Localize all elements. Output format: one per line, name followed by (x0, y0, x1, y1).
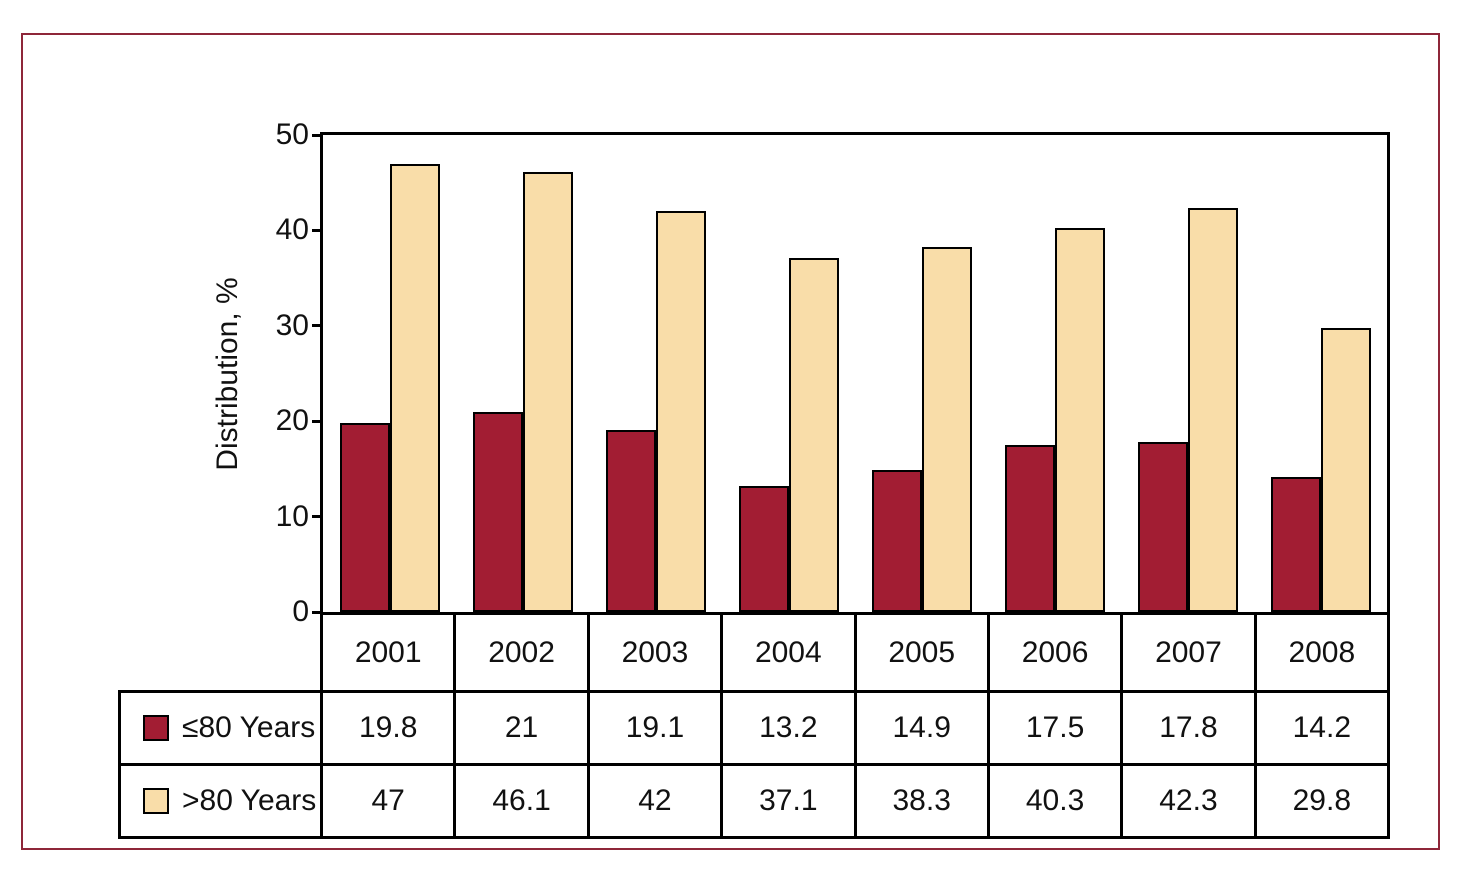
table-corner-spacer (120, 614, 322, 692)
year-cell-2005: 2005 (853, 612, 990, 693)
y-axis-tick (312, 324, 323, 328)
year-cell-2007: 2007 (1120, 612, 1257, 693)
value-cell-0-2003: 19.1 (586, 690, 724, 766)
y-axis-tick (312, 228, 323, 232)
year-cell-2002: 2002 (453, 612, 590, 693)
bar-series-0-2005 (871, 470, 922, 612)
year-cell-2004: 2004 (720, 612, 857, 693)
y-axis-tick-label: 10 (275, 499, 309, 533)
legend-label: ≤80 Years (182, 711, 316, 744)
bar-series-0-2008 (1270, 477, 1321, 612)
y-axis-tick (312, 419, 323, 423)
value-cell-1-2005: 38.3 (853, 763, 990, 839)
value-cell-0-2002: 21 (453, 690, 590, 766)
legend-cell-0: ≤80 Years (118, 690, 323, 766)
bar-series-1-2001 (389, 164, 440, 612)
bar-series-1-2002 (522, 172, 573, 612)
bar-series-1-2004 (788, 258, 839, 612)
y-axis-tick-label: 40 (275, 213, 309, 247)
y-axis-tick-label: 50 (275, 118, 309, 151)
y-axis-title: Distribution, % (211, 277, 244, 471)
bar-series-0-2003 (605, 430, 656, 612)
bar-series-1-2005 (921, 247, 972, 612)
value-cell-1-2002: 46.1 (453, 763, 590, 839)
value-cell-1-2008: 29.8 (1253, 763, 1391, 839)
y-axis-tick (312, 515, 323, 519)
value-cell-0-2004: 13.2 (720, 690, 857, 766)
value-cell-0-2007: 17.8 (1120, 690, 1257, 766)
year-cell-2006: 2006 (986, 612, 1124, 693)
legend-swatch-icon (143, 715, 169, 741)
plot-area: 0 10 20 30 40 50 (276, 120, 1390, 627)
series-row-1: >80 Years 47 46.1 42 37.1 38.3 40.3 42.3 29.8 (118, 763, 1391, 839)
y-axis-tick-label: 30 (275, 308, 309, 342)
value-cell-0-2008: 14.2 (1253, 690, 1391, 766)
bar-series-0-2002 (472, 412, 523, 612)
value-cell-0-2006: 17.5 (986, 690, 1124, 766)
year-cell-2001: 2001 (319, 612, 457, 693)
series-row-0: ≤80 Years 19.8 21 19.1 13.2 14.9 17.5 17.8 14.2 (118, 690, 1391, 766)
year-cell-2003: 2003 (586, 612, 724, 693)
bar-series-1-2008 (1320, 328, 1371, 612)
value-cell-1-2007: 42.3 (1120, 763, 1257, 839)
value-cell-1-2001: 47 (319, 763, 457, 839)
bar-series-1-2006 (1054, 228, 1105, 612)
y-axis-tick-label: 0 (292, 595, 309, 628)
legend-cell-1: >80 Years (118, 763, 323, 839)
legend-label: >80 Years (182, 784, 317, 817)
value-cell-0-2005: 14.9 (853, 690, 990, 766)
bar-series-1-2003 (655, 211, 706, 612)
y-axis-tick-label: 20 (275, 404, 309, 438)
year-cell-2008: 2008 (1253, 612, 1391, 693)
y-axis-tick (312, 133, 323, 137)
bar-series-1-2007 (1187, 208, 1238, 612)
figure-frame: 0 10 20 30 40 50 Distribution, % 2001 2002 2003… (21, 33, 1440, 850)
value-cell-0-2001: 19.8 (319, 690, 457, 766)
data-table: 2001 2002 2003 2004 2005 2006 2007 2008 ≤80 Year… (118, 612, 1391, 839)
bar-series-0-2004 (738, 486, 789, 612)
legend-swatch-icon (143, 788, 169, 814)
year-header-row: 2001 2002 2003 2004 2005 2006 2007 2008 (120, 612, 1391, 693)
y-axis-tick (312, 610, 323, 614)
bar-series-0-2001 (339, 423, 390, 612)
bar-series-0-2007 (1137, 442, 1188, 612)
value-cell-1-2003: 42 (586, 763, 724, 839)
value-cell-1-2004: 37.1 (720, 763, 857, 839)
bar-series-0-2006 (1004, 445, 1055, 612)
value-cell-1-2006: 40.3 (986, 763, 1124, 839)
